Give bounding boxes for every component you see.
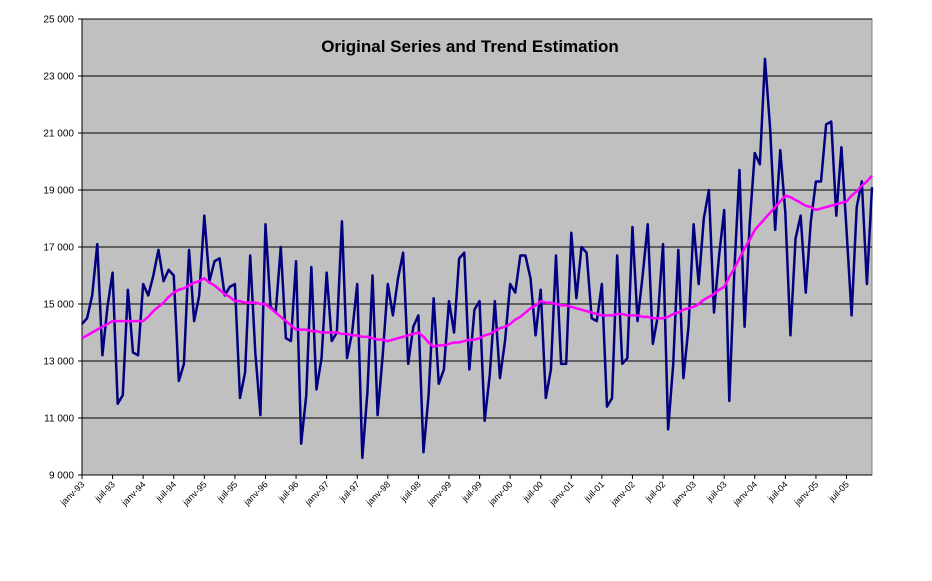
y-tick-label: 11 000 (44, 414, 74, 425)
x-tick-label: juil-02 (643, 479, 668, 504)
x-tick-label: juil-00 (520, 479, 545, 504)
x-tick-label: juil-05 (826, 479, 851, 504)
x-tick-label: janv-02 (608, 479, 637, 508)
x-tick-label: juil-99 (459, 479, 484, 504)
x-tick-label: juil-96 (276, 479, 301, 504)
chart-title: Original Series and Trend Estimation (321, 37, 619, 56)
y-tick-label: 17 000 (43, 243, 74, 254)
x-tick-label: janv-04 (731, 479, 760, 508)
x-tick-label: janv-94 (119, 479, 148, 508)
x-tick-label: janv-97 (302, 479, 331, 508)
x-tick-label: janv-93 (58, 479, 87, 508)
y-tick-label: 23 000 (43, 72, 74, 83)
x-tick-label: janv-01 (547, 479, 576, 508)
x-tick-label: janv-96 (241, 479, 270, 508)
y-tick-label: 25 000 (43, 15, 74, 26)
x-tick-label: janv-00 (486, 479, 515, 508)
series-line (81, 174, 873, 348)
x-tick-label: juil-01 (582, 479, 607, 504)
x-tick-label: juil-93 (92, 479, 117, 504)
y-tick-label: 13 000 (43, 357, 74, 368)
x-tick-label: janv-03 (669, 479, 698, 508)
x-tick-label: juil-04 (765, 479, 790, 504)
x-tick-label: juil-03 (704, 479, 729, 504)
x-tick-label: juil-97 (337, 479, 362, 504)
x-tick-label: janv-98 (364, 479, 393, 508)
y-tick-label: 15 000 (43, 300, 74, 311)
x-tick-label: janv-95 (180, 479, 209, 508)
x-tick-label: janv-05 (792, 479, 821, 508)
series-line (81, 57, 874, 460)
y-tick-label: 9 000 (49, 471, 74, 482)
x-tick-label: janv-99 (425, 479, 454, 508)
x-tick-label: juil-98 (398, 479, 423, 504)
y-tick-label: 19 000 (43, 186, 74, 197)
y-tick-label: 21 000 (43, 129, 74, 140)
x-tick-label: juil-95 (215, 479, 240, 504)
x-tick-label: juil-94 (153, 479, 178, 504)
